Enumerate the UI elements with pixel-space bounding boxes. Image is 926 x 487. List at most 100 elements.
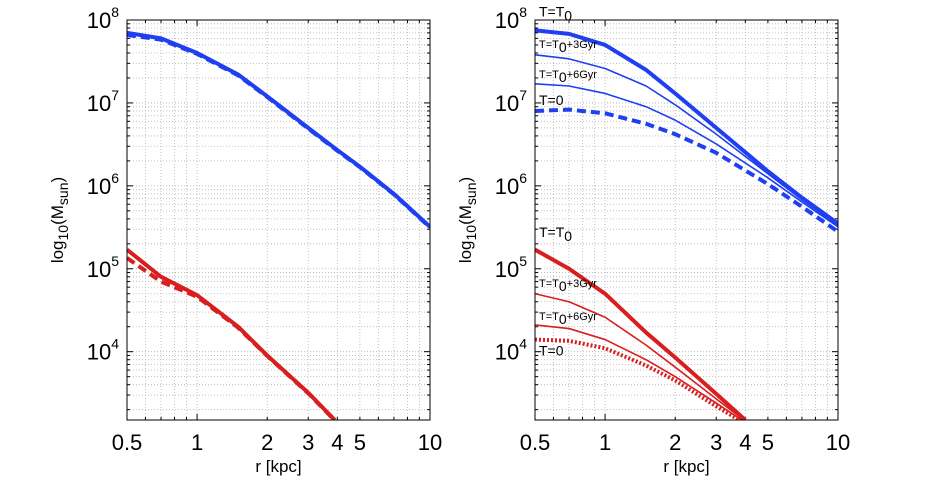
curve-label-red-t3: T=T0+3Gyr	[539, 278, 597, 294]
y-axis-label-part: log	[456, 240, 475, 263]
x-tick-label: 3	[302, 430, 314, 455]
y-axis-label: log10(Msun)	[456, 177, 479, 263]
x-tick-label: 3	[710, 430, 722, 455]
curve-label-blue-t: T=0	[539, 92, 564, 108]
curve-label-part: T=T	[539, 224, 565, 240]
curve-label-part: T=T	[539, 39, 559, 51]
series-group	[535, 28, 838, 420]
y-tick-base: 10	[87, 91, 111, 116]
series-line-blue-solid	[127, 30, 430, 229]
curve-label-part: 0	[564, 8, 572, 24]
x-tick-label: 10	[418, 430, 442, 455]
curve-label-red-t: T=0	[539, 342, 564, 358]
x-tick-label: 2	[669, 430, 681, 455]
curve-label-red-t0: T=T0	[539, 224, 572, 244]
x-tick-label: 4	[739, 430, 751, 455]
y-axis-label-part: sun	[55, 183, 71, 206]
series-line-blue-t-t0-3gyr	[535, 54, 838, 227]
y-tick-label: 106	[87, 170, 119, 199]
x-tick-label: 5	[354, 430, 366, 455]
y-tick-label: 105	[495, 253, 527, 282]
y-tick-base: 10	[495, 91, 519, 116]
y-tick-exponent: 7	[519, 87, 527, 103]
curve-label-part: 0	[559, 69, 567, 85]
y-tick-base: 10	[87, 340, 111, 365]
y-tick-exponent: 5	[519, 253, 527, 269]
curve-label-part: +6Gyr	[567, 69, 598, 81]
y-tick-exponent: 4	[519, 336, 527, 352]
curve-label-part: T=T	[539, 278, 559, 290]
y-tick-label: 108	[87, 4, 119, 33]
curve-label-part: T=T	[539, 311, 559, 323]
curve-label-part: 0	[559, 39, 567, 55]
y-tick-base: 10	[495, 174, 519, 199]
series-group	[127, 30, 430, 420]
y-tick-base: 10	[87, 8, 111, 33]
y-tick-exponent: 8	[111, 4, 119, 20]
curve-label-part: +3Gyr	[567, 278, 598, 290]
y-axis-label-part: (M	[48, 205, 67, 225]
y-tick-label: 106	[495, 170, 527, 199]
curve-label-blue-t3: T=T0+3Gyr	[539, 39, 597, 55]
curve-label-part: 0	[559, 278, 567, 294]
y-axis-label: log10(Msun)	[48, 177, 71, 263]
x-tick-label: 0.5	[520, 430, 551, 455]
curve-label-part: 0	[564, 228, 572, 244]
y-tick-label: 104	[495, 336, 527, 365]
curve-label-part: +3Gyr	[567, 39, 598, 51]
series-line-blue-t-t0-6gyr	[535, 83, 838, 228]
x-tick-label: 1	[599, 430, 611, 455]
series-line-red-t-0	[535, 337, 743, 420]
curve-label-blue-t0: T=T0	[539, 4, 572, 24]
y-tick-label: 104	[87, 336, 119, 365]
x-tick-label: 1	[191, 430, 203, 455]
y-tick-label: 107	[495, 87, 527, 116]
y-tick-base: 10	[495, 340, 519, 365]
x-axis-label: r [kpc]	[255, 457, 301, 476]
y-tick-exponent: 4	[111, 336, 119, 352]
series-line-blue-t-0	[535, 107, 838, 234]
y-tick-label: 105	[87, 253, 119, 282]
y-axis-label-part: )	[48, 177, 67, 183]
curve-label-red-t6: T=T0+6Gyr	[539, 311, 597, 327]
y-tick-exponent: 7	[111, 87, 119, 103]
y-axis-label-part: (M	[456, 205, 475, 225]
axes-frame	[534, 19, 839, 421]
series-line-blue-t-t0	[535, 28, 838, 226]
y-tick-label: 107	[87, 87, 119, 116]
curve-label-part: +6Gyr	[567, 311, 598, 323]
y-tick-exponent: 5	[111, 253, 119, 269]
x-tick-label: 0.5	[112, 430, 143, 455]
curve-label-part: T=0	[539, 92, 564, 108]
series-line-red-dashed	[127, 256, 337, 420]
series-line-red-t-t0-6gyr	[535, 324, 744, 420]
curve-label-part: 0	[559, 311, 567, 327]
curve-label-blue-t6: T=T0+6Gyr	[539, 69, 597, 85]
y-tick-exponent: 6	[519, 170, 527, 186]
series-line-red-solid	[127, 248, 337, 420]
y-tick-base: 10	[495, 8, 519, 33]
curve-label-part: T=T	[539, 4, 565, 20]
series-line-red-t-t0	[535, 247, 747, 420]
y-tick-base: 10	[87, 257, 111, 282]
axes-frame	[126, 19, 431, 421]
y-tick-exponent: 8	[519, 4, 527, 20]
x-tick-label: 10	[826, 430, 850, 455]
series-line-red-t-t0-3gyr	[535, 292, 746, 420]
y-tick-label: 108	[495, 4, 527, 33]
y-axis-label-part: 10	[55, 225, 71, 241]
y-tick-base: 10	[495, 257, 519, 282]
x-axis-label: r [kpc]	[663, 457, 709, 476]
y-axis-label-part: 10	[463, 225, 479, 241]
y-axis-label-part: sun	[463, 183, 479, 206]
grid	[126, 19, 431, 420]
y-axis-label-part: log	[48, 240, 67, 263]
x-tick-label: 2	[261, 430, 273, 455]
curve-label-part: T=0	[539, 342, 564, 358]
x-tick-label: 5	[762, 430, 774, 455]
x-tick-label: 4	[331, 430, 343, 455]
